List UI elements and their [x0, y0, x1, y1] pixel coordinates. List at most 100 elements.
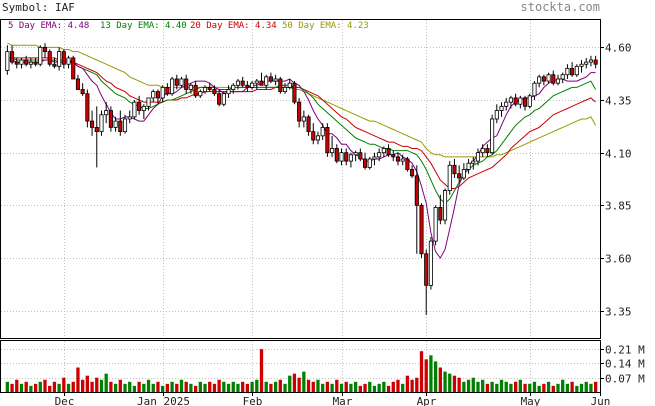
- candle-body-up: [579, 63, 584, 67]
- candle: [452, 158, 457, 178]
- candle-body-down: [137, 101, 142, 111]
- candle: [508, 95, 513, 109]
- candle: [75, 74, 80, 90]
- volume-bar: [542, 383, 546, 392]
- candle-body-up: [226, 89, 231, 95]
- volume-bar: [532, 381, 537, 392]
- candle: [137, 95, 142, 115]
- candle: [174, 74, 179, 90]
- volume-bar: [415, 377, 419, 392]
- volume-bar: [457, 377, 461, 392]
- volume-bar: [321, 383, 325, 392]
- candle-body-down: [212, 89, 217, 95]
- candle: [344, 148, 349, 166]
- volume-bar: [556, 383, 560, 392]
- volume-bar: [241, 381, 245, 392]
- candle-body-up: [273, 78, 278, 82]
- candle-body-up: [428, 240, 433, 286]
- volume-bar: [490, 381, 494, 392]
- volume-bar: [504, 381, 508, 392]
- candle-body-down: [297, 101, 302, 122]
- candle-body-up: [179, 78, 184, 86]
- volume-bar: [302, 371, 306, 392]
- volume-bar: [495, 383, 499, 392]
- candle-body-up: [518, 97, 523, 105]
- candle-body-down: [33, 61, 38, 65]
- volume-bar: [90, 381, 94, 392]
- candle: [433, 205, 438, 246]
- candle: [353, 150, 358, 162]
- candle: [212, 85, 217, 96]
- volume-bar: [518, 379, 522, 392]
- candle: [297, 97, 302, 128]
- volume-bar: [377, 383, 381, 392]
- volume-bar: [575, 385, 579, 392]
- candle-body-up: [282, 86, 288, 93]
- candle: [485, 144, 490, 157]
- volume-bar: [499, 379, 504, 392]
- candle-body-down: [71, 57, 76, 80]
- volume-bar: [476, 381, 480, 392]
- volume-bar: [104, 373, 108, 392]
- candle: [42, 43, 48, 58]
- volume-bar: [344, 381, 348, 392]
- candle: [259, 72, 264, 86]
- candle: [391, 150, 396, 162]
- candle-body-up: [447, 164, 452, 191]
- candle-body-up: [315, 135, 321, 141]
- candle-body-up: [537, 76, 542, 84]
- candle: [231, 83, 236, 94]
- volume-bar: [513, 381, 518, 392]
- candle-body-up: [565, 68, 570, 76]
- candle-body-up: [5, 51, 10, 71]
- candle: [198, 89, 203, 98]
- candle: [14, 57, 19, 69]
- candle: [179, 76, 184, 88]
- volume-bar: [165, 383, 170, 392]
- candle-body-down: [259, 80, 264, 86]
- volume-bar: [137, 381, 141, 392]
- candle-body-down: [118, 120, 123, 133]
- candle: [560, 72, 565, 84]
- candle: [254, 78, 259, 90]
- candle: [579, 60, 584, 73]
- candle: [282, 83, 288, 94]
- candle-body-down: [311, 131, 316, 141]
- legend-item: 5 Day EMA: 4.48: [8, 21, 89, 31]
- candle-body-down: [395, 156, 401, 162]
- candle-body-down: [419, 204, 424, 255]
- candle: [132, 100, 137, 119]
- legend-item: 20 Day EMA: 4.34: [190, 21, 277, 31]
- candle: [523, 95, 528, 111]
- candle-body-up: [330, 148, 335, 154]
- candle: [551, 70, 556, 86]
- candle: [466, 158, 471, 174]
- volume-bar: [66, 383, 71, 392]
- volume-bar: [593, 381, 598, 392]
- candle-body-up: [320, 127, 325, 137]
- candle: [268, 72, 273, 84]
- candle: [19, 57, 24, 69]
- candle: [170, 76, 175, 96]
- x-tick-label: Apr: [417, 395, 437, 406]
- x-tick-label: Mar: [333, 395, 353, 406]
- legend-item: 50 Day EMA: 4.23: [282, 21, 369, 31]
- candle-body-up: [66, 57, 71, 65]
- candle-body-down: [24, 59, 29, 65]
- volume-bar: [339, 383, 344, 392]
- volume-bar: [528, 383, 532, 392]
- candle-body-down: [325, 127, 330, 154]
- volume-panel-frame: [0, 340, 601, 393]
- candle: [546, 72, 551, 84]
- volume-bar: [509, 383, 513, 392]
- volume-bar: [306, 379, 311, 392]
- candle-body-up: [132, 101, 137, 118]
- volume-bar: [471, 377, 475, 392]
- candle: [94, 106, 99, 168]
- candle: [381, 146, 386, 157]
- x-tick-label: Jan 2025: [137, 395, 190, 406]
- candle-body-down: [306, 116, 311, 133]
- ema-5-line: [7, 59, 596, 259]
- candle-body-up: [504, 101, 509, 107]
- candle-body-down: [278, 78, 283, 93]
